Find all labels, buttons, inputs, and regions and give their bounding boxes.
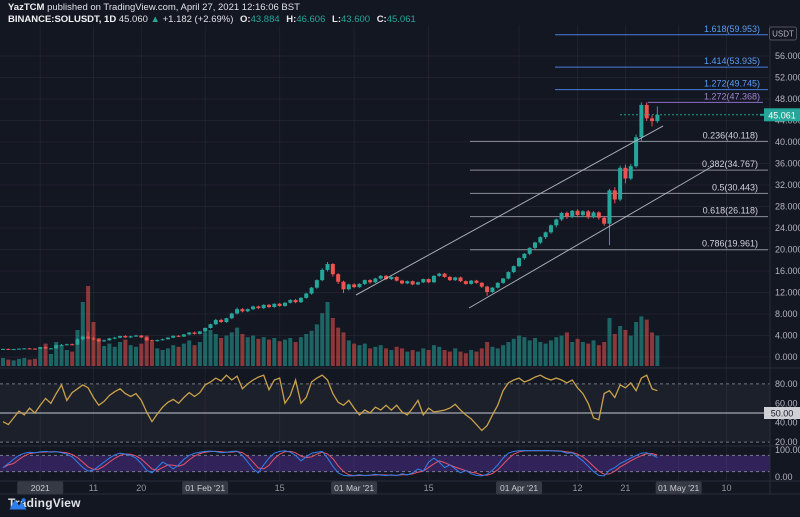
svg-text:0.618(26.118): 0.618(26.118) (703, 206, 758, 216)
close-label: C: (376, 14, 387, 25)
svg-text:40.00: 40.00 (775, 418, 798, 428)
svg-text:12: 12 (573, 483, 583, 493)
symbol-interval[interactable]: BINANCE:SOLUSDT, 1D (8, 14, 117, 25)
svg-text:4.000: 4.000 (775, 331, 798, 341)
svg-text:1.414(53.935): 1.414(53.935) (704, 56, 760, 66)
svg-text:0.786(19.961): 0.786(19.961) (702, 239, 758, 249)
svg-text:15: 15 (424, 483, 434, 493)
time-axis-box (331, 481, 378, 495)
svg-text:0.382(34.767): 0.382(34.767) (702, 159, 758, 169)
rsi-line (2, 374, 658, 432)
svg-text:28.000: 28.000 (775, 202, 800, 212)
high-label: H: (286, 14, 297, 25)
low-value: 43.600 (340, 14, 371, 25)
svg-text:10: 10 (722, 483, 732, 493)
svg-text:1.272(47.368): 1.272(47.368) (704, 91, 760, 101)
svg-text:0.000: 0.000 (775, 352, 798, 362)
publisher-name: YazTCM (8, 2, 45, 13)
time-axis-box (496, 481, 543, 495)
svg-text:45.061: 45.061 (768, 110, 796, 120)
stoch-pane (0, 449, 770, 477)
svg-text:15: 15 (275, 483, 285, 493)
svg-text:12.000: 12.000 (775, 288, 800, 298)
volume-bars (1, 286, 660, 366)
svg-text:48.000: 48.000 (775, 94, 800, 104)
price-axis[interactable]: 56.00052.00048.00044.00040.00036.00032.0… (760, 26, 800, 362)
rsi-pane (0, 374, 770, 443)
published-text: published on TradingView.com, April 27, … (44, 2, 300, 13)
channel-trendlines[interactable] (355, 125, 714, 309)
svg-text:21: 21 (620, 483, 630, 493)
svg-text:60.00: 60.00 (775, 398, 798, 408)
published-line: YazTCM published on TradingView.com, Apr… (8, 2, 416, 13)
svg-text:36.000: 36.000 (775, 159, 800, 169)
svg-text:52.000: 52.000 (775, 73, 800, 83)
currency-box (769, 26, 797, 41)
candlesticks (1, 102, 660, 351)
open-label: O: (240, 14, 251, 25)
svg-text:16.000: 16.000 (775, 266, 800, 276)
symbol-line: BINANCE:SOLUSDT, 1D 45.060 ▲ +1.182 (+2.… (8, 14, 416, 25)
svg-text:01 Apr '21: 01 Apr '21 (500, 483, 538, 493)
tradingview-logo-text: TradingView (8, 496, 81, 510)
svg-text:50.00: 50.00 (771, 409, 794, 419)
svg-text:20: 20 (136, 483, 146, 493)
stoch-axis[interactable]: 100.00 0.00 (775, 445, 800, 482)
rsi-value-badge (764, 407, 800, 419)
svg-text:24.000: 24.000 (775, 223, 800, 233)
time-axis[interactable]: 2021 11 20 01 Feb '21 15 01 Mar '21 15 01 Apr '… (17, 481, 732, 495)
svg-text:USDT: USDT (772, 30, 794, 39)
svg-text:20.00: 20.00 (775, 437, 798, 447)
rsi-axis[interactable]: 80.00 60.00 40.00 20.00 50.00 (764, 379, 800, 447)
time-axis-box (182, 481, 229, 495)
snapshot-header: YazTCM published on TradingView.com, Apr… (8, 2, 416, 25)
last-price-badge (764, 108, 800, 122)
svg-text:01 Feb '21: 01 Feb '21 (185, 483, 225, 493)
svg-text:56.000: 56.000 (775, 51, 800, 61)
fib-level-labels: 0.236(40.118) 0.382(34.767) 0.5(30.443) 0.6… (702, 24, 760, 249)
svg-text:80.00: 80.00 (775, 379, 798, 389)
change-value: +1.182 (+2.69%) (162, 14, 234, 25)
svg-text:01 Mar '21: 01 Mar '21 (334, 483, 374, 493)
svg-text:0.5(30.443): 0.5(30.443) (712, 182, 758, 192)
open-value: 43.884 (250, 14, 280, 25)
last-price: 45.060 (118, 14, 148, 25)
svg-text:0.236(40.118): 0.236(40.118) (703, 130, 758, 140)
svg-text:01 May '21: 01 May '21 (658, 483, 700, 493)
tradingview-logo-icon (9, 498, 27, 510)
svg-text:20.000: 20.000 (775, 245, 800, 255)
time-axis-box (17, 481, 64, 495)
svg-text:0.00: 0.00 (775, 472, 793, 482)
low-label: L: (332, 14, 341, 25)
svg-text:100.00: 100.00 (775, 445, 800, 455)
svg-text:11: 11 (89, 483, 98, 493)
time-axis-box (655, 481, 702, 495)
change-arrow-icon: ▲ (150, 14, 160, 25)
svg-text:1.618(59.953): 1.618(59.953) (704, 24, 760, 34)
svg-text:1.272(49.745): 1.272(49.745) (704, 79, 760, 89)
stoch-k-line (2, 449, 658, 477)
svg-text:32.000: 32.000 (775, 180, 800, 190)
svg-text:8.000: 8.000 (775, 309, 798, 319)
svg-text:2021: 2021 (31, 483, 50, 493)
close-value: 45.061 (386, 14, 416, 25)
high-value: 46.606 (296, 14, 326, 25)
tradingview-logo[interactable]: TradingView (8, 496, 81, 510)
svg-text:40.000: 40.000 (775, 137, 800, 147)
